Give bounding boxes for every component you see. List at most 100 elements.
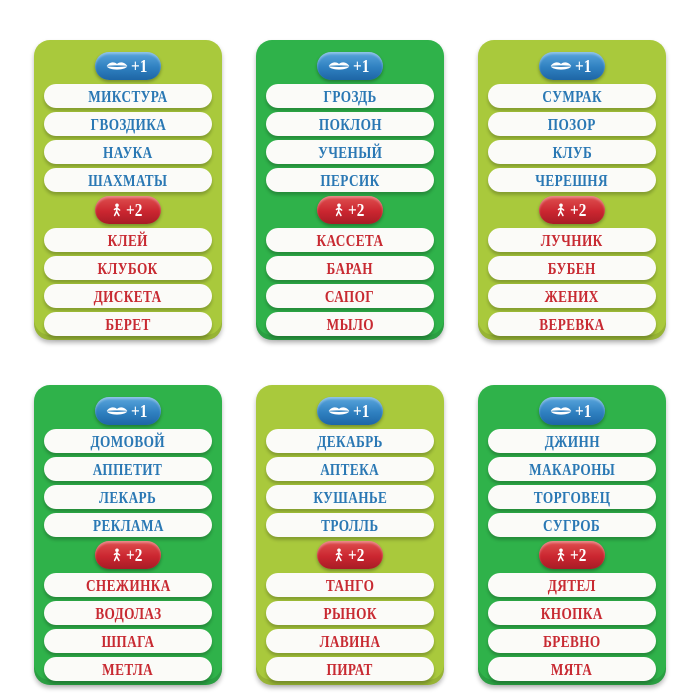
speak-bonus-value: +1 [574,401,592,421]
walking-person-icon [113,202,121,216]
walking-person-icon [113,547,121,561]
act-bonus-badge: +2 [95,196,161,224]
word-text: КНОПКА [540,603,604,623]
speak-bonus-badge: +1 [317,52,383,80]
act-bonus-value: +2 [569,545,587,565]
word-text: РЫНОК [323,603,377,623]
word-text: КУШАНЬЕ [313,487,387,507]
word-pill: РЕКЛАМА [44,513,212,537]
word-pill: КЛЕЙ [44,228,212,252]
word-pill: ТРОЛЛЬ [266,513,434,537]
word-pill: СУМРАК [488,84,656,108]
word-text: ТАНГО [325,575,375,595]
act-bonus-badge: +2 [95,541,161,569]
word-pill: ДИСКЕТА [44,284,212,308]
word-pill: ВОДОЛАЗ [44,601,212,625]
word-card-5: +1 ДЕКАБРЬ АПТЕКА КУШАНЬЕ ТРОЛЛЬ +2 ТАНГ… [256,385,444,685]
word-pill: КЛУБ [488,140,656,164]
lips-icon [550,62,572,70]
word-card-1: +1 МИКСТУРА ГВОЗДИКА НАУКА ШАХМАТЫ +2 КЛ… [34,40,222,340]
word-pill: ШПАГА [44,629,212,653]
word-text: САПОГ [325,286,375,306]
word-text: МАКАРОНЫ [528,459,616,479]
word-text: ЛЕКАРЬ [99,487,157,507]
word-pill: ШАХМАТЫ [44,168,212,192]
word-text: ЛУЧНИК [541,230,603,250]
word-pill: КЛУБОК [44,256,212,280]
word-pill: ЛАВИНА [266,629,434,653]
word-text: РЕКЛАМА [92,515,164,535]
word-pill: СУГРОБ [488,513,656,537]
word-text: МИКСТУРА [88,86,168,106]
word-text: ДЯТЕЛ [547,575,597,595]
word-text: МЫЛО [326,314,374,334]
speak-bonus-badge: +1 [95,52,161,80]
word-text: ПИРАТ [326,659,374,679]
word-pill: ТАНГО [266,573,434,597]
walking-person-icon [335,547,343,561]
word-pill: МЫЛО [266,312,434,336]
word-pill: КУШАНЬЕ [266,485,434,509]
word-pill: МАКАРОНЫ [488,457,656,481]
act-bonus-value: +2 [347,200,365,220]
act-bonus-value: +2 [347,545,365,565]
speak-bonus-badge: +1 [539,397,605,425]
word-text: СНЕЖИНКА [85,575,171,595]
word-text: ГВОЗДИКА [90,114,166,134]
word-text: БАРАН [326,258,374,278]
word-pill: ДЖИНН [488,429,656,453]
word-text: БРЕВНО [543,631,601,651]
lips-icon [328,407,350,415]
word-text: ДОМОВОЙ [90,431,166,451]
word-text: ГРОЗДЬ [323,86,377,106]
lips-icon [550,407,572,415]
word-text: ШПАГА [101,631,155,651]
speak-bonus-value: +1 [130,401,148,421]
word-pill: АПТЕКА [266,457,434,481]
word-pill: МИКСТУРА [44,84,212,108]
word-card-6: +1 ДЖИНН МАКАРОНЫ ТОРГОВЕЦ СУГРОБ +2 ДЯТ… [478,385,666,685]
word-pill: МЕТЛА [44,657,212,681]
speak-bonus-value: +1 [352,401,370,421]
walking-person-icon [557,547,565,561]
word-pill: ПОКЛОН [266,112,434,136]
word-pill: ПОЗОР [488,112,656,136]
word-text: ДИСКЕТА [94,286,162,306]
word-pill: ГВОЗДИКА [44,112,212,136]
word-pill: ЛЕКАРЬ [44,485,212,509]
word-pill: ДЕКАБРЬ [266,429,434,453]
word-text: ЛАВИНА [319,631,381,651]
word-text: СУМРАК [542,86,602,106]
speak-bonus-badge: +1 [539,52,605,80]
speak-bonus-badge: +1 [95,397,161,425]
word-text: ПОКЛОН [318,114,382,134]
word-pill: СНЕЖИНКА [44,573,212,597]
word-text: КАССЕТА [316,230,384,250]
word-text: КЛЕЙ [107,230,149,250]
word-pill: ЖЕНИХ [488,284,656,308]
act-bonus-value: +2 [125,545,143,565]
word-pill: САПОГ [266,284,434,308]
word-pill: ЛУЧНИК [488,228,656,252]
word-text: ДЖИНН [544,431,600,451]
word-pill: ЧЕРЕШНЯ [488,168,656,192]
speak-bonus-value: +1 [574,56,592,76]
word-pill: УЧЕНЫЙ [266,140,434,164]
word-text: КЛУБ [552,142,592,162]
lips-icon [106,62,128,70]
word-text: ВОДОЛАЗ [94,603,162,623]
word-text: НАУКА [103,142,153,162]
word-text: ДЕКАБРЬ [317,431,383,451]
word-card-4: +1 ДОМОВОЙ АППЕТИТ ЛЕКАРЬ РЕКЛАМА +2 СНЕ… [34,385,222,685]
word-text: ТОРГОВЕЦ [533,487,611,507]
act-bonus-badge: +2 [539,196,605,224]
word-pill: НАУКА [44,140,212,164]
speak-bonus-badge: +1 [317,397,383,425]
word-text: ТРОЛЛЬ [321,515,379,535]
word-text: МЯТА [551,659,593,679]
word-text: БУБЕН [548,258,596,278]
word-card-3: +1 СУМРАК ПОЗОР КЛУБ ЧЕРЕШНЯ +2 ЛУЧНИК Б… [478,40,666,340]
word-pill: ТОРГОВЕЦ [488,485,656,509]
word-text: УЧЕНЫЙ [317,142,383,162]
